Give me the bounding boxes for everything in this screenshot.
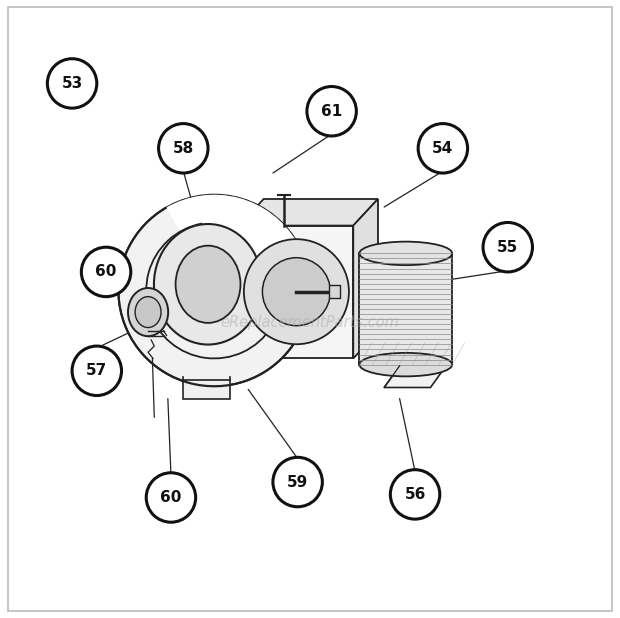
Circle shape xyxy=(118,195,310,386)
Circle shape xyxy=(244,239,349,344)
Text: 60: 60 xyxy=(160,490,182,505)
Circle shape xyxy=(483,222,533,272)
Ellipse shape xyxy=(175,245,241,323)
Text: 54: 54 xyxy=(432,141,453,156)
Ellipse shape xyxy=(135,297,161,328)
Text: 61: 61 xyxy=(321,104,342,119)
Text: 57: 57 xyxy=(86,363,107,378)
Circle shape xyxy=(159,124,208,173)
Circle shape xyxy=(418,124,467,173)
Circle shape xyxy=(307,87,356,136)
Ellipse shape xyxy=(360,353,452,376)
Polygon shape xyxy=(353,199,378,358)
Circle shape xyxy=(262,258,330,326)
Wedge shape xyxy=(166,195,297,290)
Text: 60: 60 xyxy=(95,265,117,279)
Circle shape xyxy=(273,457,322,507)
Polygon shape xyxy=(360,253,452,365)
Polygon shape xyxy=(239,226,353,358)
Polygon shape xyxy=(239,199,378,226)
Polygon shape xyxy=(384,366,446,387)
Text: 58: 58 xyxy=(173,141,194,156)
Circle shape xyxy=(391,470,440,519)
Text: 59: 59 xyxy=(287,475,308,489)
Text: eReplacementParts.com: eReplacementParts.com xyxy=(221,315,399,330)
Circle shape xyxy=(72,346,122,396)
Circle shape xyxy=(47,59,97,108)
Circle shape xyxy=(81,247,131,297)
Ellipse shape xyxy=(128,288,168,336)
Circle shape xyxy=(146,473,196,522)
Polygon shape xyxy=(329,285,340,298)
Text: 55: 55 xyxy=(497,240,518,255)
Text: 53: 53 xyxy=(61,76,82,91)
Text: 56: 56 xyxy=(404,487,426,502)
Ellipse shape xyxy=(154,224,262,345)
Ellipse shape xyxy=(360,242,452,265)
Polygon shape xyxy=(184,380,229,399)
